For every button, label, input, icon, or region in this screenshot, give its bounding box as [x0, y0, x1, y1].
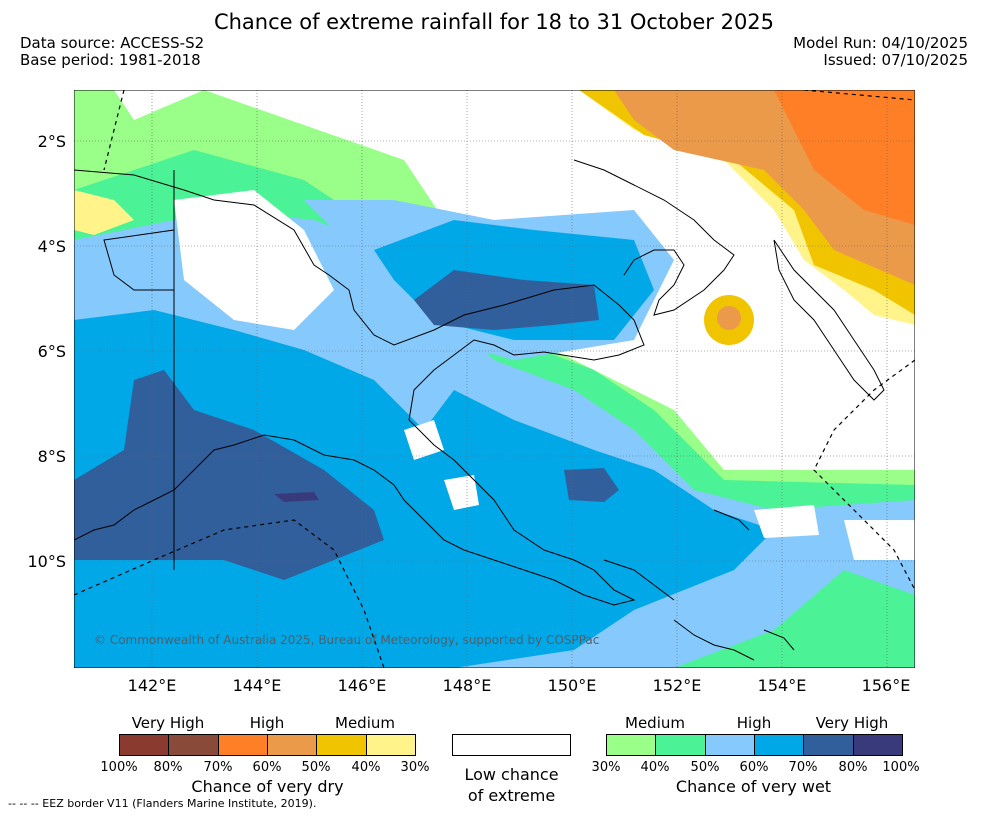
wet-level-medium: Medium — [625, 714, 685, 732]
dry-swatch-40 — [366, 735, 415, 755]
dry-swatch-50 — [317, 735, 367, 755]
issued-text: Issued: 07/10/2025 — [823, 51, 968, 69]
dry-swatch-80 — [169, 735, 219, 755]
map-title: Chance of extreme rainfall for 18 to 31 … — [213, 10, 775, 34]
wet-swatch-60 — [754, 735, 805, 755]
lon-label-142e: 142°E — [127, 676, 177, 695]
copyright-text: © Commonwealth of Australia 2025, Bureau… — [94, 633, 600, 647]
dry-60-region — [774, 90, 915, 225]
dry-colorbar — [119, 734, 416, 756]
wet-80-region-north — [414, 270, 599, 330]
eez-borders — [74, 90, 915, 668]
lat-label-10s: 10°S — [27, 552, 66, 571]
lat-label-4s: 4°S — [37, 237, 66, 256]
lon-label-156e: 156°E — [861, 676, 911, 695]
dry-pct-60: 60% — [252, 760, 282, 775]
dry-swatch-60 — [267, 735, 318, 755]
wet-pct-100: 100% — [882, 760, 920, 775]
wet-pct-50: 50% — [690, 760, 720, 775]
low-patch-5 — [174, 190, 334, 330]
lat-label-8s: 8°S — [37, 447, 66, 466]
wet-swatch-80 — [853, 735, 902, 755]
dry-level-high: High — [249, 714, 285, 732]
low-chance-caption: Low chance of extreme — [440, 764, 583, 806]
dry-pct-30: 30% — [400, 760, 430, 775]
low-patch-4 — [844, 520, 915, 560]
wet-colorbar — [606, 734, 903, 756]
lat-label-6s: 6°S — [37, 342, 66, 361]
wet-pct-60: 60% — [739, 760, 769, 775]
base-period-text: Base period: 1981-2018 — [20, 51, 201, 69]
wet-100-spot — [274, 492, 319, 502]
wet-caption: Chance of very wet — [675, 777, 832, 796]
dry-level-medium: Medium — [335, 714, 395, 732]
lon-label-144e: 144°E — [232, 676, 282, 695]
dry-swatch-70 — [218, 735, 268, 755]
lon-label-148e: 148°E — [442, 676, 492, 695]
wet-pct-80: 80% — [838, 760, 868, 775]
wet-pct-40: 40% — [640, 760, 670, 775]
dry-pct-40: 40% — [351, 760, 381, 775]
dry-blob-core — [717, 306, 741, 330]
dry-pct-50: 50% — [301, 760, 331, 775]
wet-60-region — [74, 310, 774, 668]
data-source-text: Data source: ACCESS-S2 — [20, 34, 205, 52]
wet-80-region-west — [74, 370, 384, 580]
rainfall-map — [74, 90, 915, 668]
low-caption-line2: of extreme — [467, 786, 556, 805]
lon-label-154e: 154°E — [757, 676, 807, 695]
wet-swatch-30 — [607, 735, 657, 755]
eez-footnote: -- -- -- EEZ border V11 (Flanders Marine… — [8, 797, 317, 810]
gridlines — [74, 90, 915, 668]
lat-label-2s: 2°S — [37, 132, 66, 151]
wet-level-very-high: Very High — [815, 714, 889, 732]
low-patch-2 — [444, 475, 479, 510]
wet-swatch-50 — [705, 735, 755, 755]
wet-pct-70: 70% — [788, 760, 818, 775]
meta-right: Model Run: 04/10/2025 Issued: 07/10/2025 — [793, 35, 968, 69]
dry-30-west — [74, 190, 134, 235]
low-patch-3 — [754, 505, 819, 538]
lon-label-152e: 152°E — [652, 676, 702, 695]
coastlines — [74, 159, 885, 661]
wet-pct-30: 30% — [591, 760, 621, 775]
wet-80-region-east — [564, 468, 619, 502]
dry-pct-80: 80% — [153, 760, 183, 775]
low-chance-swatch — [452, 734, 571, 756]
lon-label-150e: 150°E — [547, 676, 597, 695]
wet-swatch-40 — [656, 735, 706, 755]
wet-level-high: High — [736, 714, 772, 732]
model-run-text: Model Run: 04/10/2025 — [793, 34, 968, 52]
dry-pct-100: 100% — [100, 760, 138, 775]
dry-caption: Chance of very dry — [191, 777, 344, 796]
dry-level-very-high: Very High — [131, 714, 205, 732]
lon-label-146e: 146°E — [337, 676, 387, 695]
dry-swatch-100 — [120, 735, 170, 755]
wet-swatch-70 — [804, 735, 854, 755]
dry-pct-70: 70% — [203, 760, 233, 775]
low-patch-1 — [404, 420, 444, 460]
low-caption-line1: Low chance — [464, 765, 559, 784]
meta-left: Data source: ACCESS-S2 Base period: 1981… — [20, 35, 204, 69]
